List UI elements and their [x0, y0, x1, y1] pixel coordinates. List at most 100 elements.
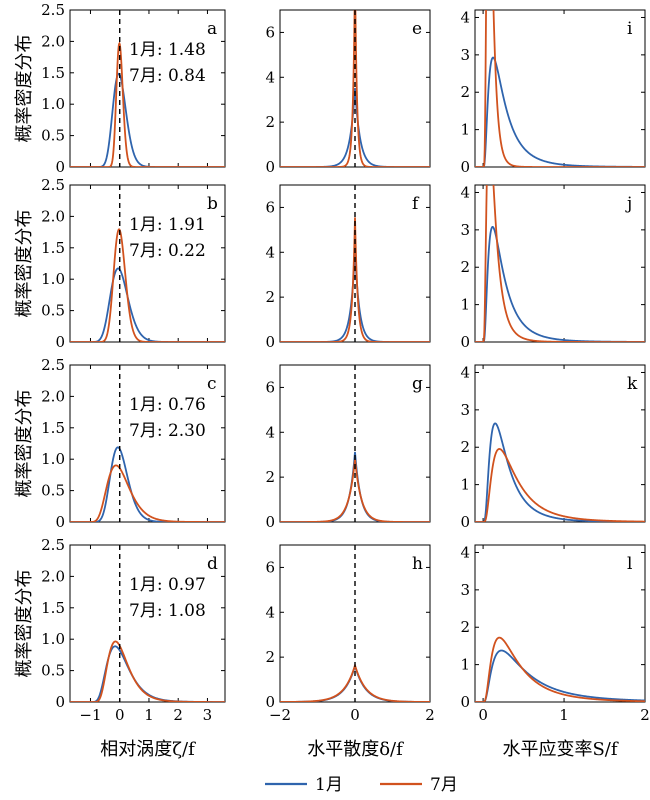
- y-tick-label: 0: [55, 158, 65, 176]
- y-tick-label: 0: [55, 333, 65, 351]
- y-tick-label: 1: [460, 476, 470, 494]
- y-tick-label: 3: [460, 221, 470, 239]
- axes-frame: [69, 364, 226, 523]
- y-tick-label: 2.0: [41, 207, 65, 225]
- annotation: 7月: 0.84: [129, 66, 206, 86]
- y-tick-label: 0: [460, 513, 470, 531]
- y-tick-label: 6: [265, 198, 275, 216]
- y-tick-label: 1.0: [41, 450, 65, 468]
- series-line-jan: [70, 267, 225, 342]
- panel-g: 0 2 4 6 g: [265, 364, 431, 531]
- y-tick-label: 2: [265, 113, 275, 131]
- panel-d: 0 0.5 1.0 1.5 2.0 2.5 −1 0 1 2 3 d1月: 0.97 7月: 1.08: [41, 536, 226, 724]
- y-tick-label: 6: [265, 23, 275, 41]
- axes-frame: [69, 544, 226, 703]
- panel-label: f: [412, 194, 420, 214]
- y-tick-label: 4: [460, 543, 470, 561]
- y-tick-label: 2.5: [41, 356, 65, 374]
- y-tick-label: 2: [460, 83, 470, 101]
- y-tick-label: 2: [265, 648, 275, 666]
- legend-label: 1月: [315, 775, 343, 795]
- legend: 1月 7月: [265, 775, 458, 795]
- y-tick-label: 4: [460, 183, 470, 201]
- series-line-jul: [70, 464, 225, 522]
- panel-label: g: [412, 374, 423, 394]
- y-tick-label: 0: [265, 513, 275, 531]
- panel-f: 0 2 4 6 f: [265, 184, 431, 351]
- series-line-jan: [475, 422, 645, 522]
- series-line-jan: [70, 72, 225, 167]
- panel-j: 0 1 2 3 4 j: [460, 183, 646, 351]
- y-tick-label: 2: [460, 258, 470, 276]
- x-tick-label: 0: [478, 706, 488, 724]
- y-tick-label: 2.0: [41, 387, 65, 405]
- y-tick-label: 2.0: [41, 567, 65, 585]
- y-tick-label: 4: [265, 603, 275, 621]
- axes-frame: [69, 9, 226, 168]
- y-tick-label: 1: [460, 296, 470, 314]
- series-line-jul: [475, 10, 645, 167]
- y-tick-label: 0.5: [41, 662, 65, 680]
- y-tick-label: 0: [265, 693, 275, 711]
- x-tick-label: 2: [425, 706, 435, 724]
- y-tick-label: 4: [265, 68, 275, 86]
- panel-e: 0 2 4 6 e: [265, 9, 431, 176]
- y-axis-label: 概率密度分布: [14, 390, 35, 498]
- x-axis-label: 水平应变率S/f: [502, 739, 618, 760]
- y-tick-label: 2: [265, 468, 275, 486]
- panel-i: 0 1 2 3 4 i: [460, 8, 646, 176]
- panel-label: e: [412, 19, 422, 39]
- x-tick-label: 0: [350, 706, 360, 724]
- axes-frame: [69, 184, 226, 343]
- y-tick-label: 0: [460, 333, 470, 351]
- series-line-jul: [475, 448, 645, 522]
- x-tick-label: 0: [115, 706, 125, 724]
- x-tick-label: 2: [173, 706, 183, 724]
- series-line-jul: [475, 636, 645, 702]
- y-tick-label: 1: [460, 121, 470, 139]
- annotation: 7月: 2.30: [129, 421, 206, 441]
- panel-label: d: [207, 554, 218, 574]
- axes-frame: [279, 364, 431, 523]
- annotation: 7月: 1.08: [129, 601, 206, 621]
- axes-frame: [474, 364, 646, 523]
- y-tick-label: 0.5: [41, 302, 65, 320]
- panel-label: l: [627, 554, 632, 574]
- series-line-jan: [70, 645, 225, 702]
- panel-l: 0 1 2 3 4 0 1 2 l: [460, 543, 649, 724]
- y-tick-label: 3: [460, 581, 470, 599]
- panel-label: a: [207, 19, 217, 39]
- y-tick-label: 0.5: [41, 127, 65, 145]
- series-line-jul: [280, 217, 430, 342]
- y-tick-label: 0: [265, 333, 275, 351]
- annotation: 7月: 0.22: [129, 241, 206, 261]
- y-tick-label: 2: [460, 438, 470, 456]
- panel-label: c: [207, 374, 217, 394]
- x-tick-label: −1: [79, 706, 101, 724]
- series-line-jul: [70, 228, 225, 342]
- y-tick-label: 2: [460, 618, 470, 636]
- panel-k: 0 1 2 3 4 k: [460, 363, 646, 531]
- series-line-jan: [475, 56, 645, 167]
- y-tick-label: 0: [460, 693, 470, 711]
- panel-label: b: [207, 194, 218, 214]
- y-tick-label: 1.0: [41, 95, 65, 113]
- x-tick-label: 1: [559, 706, 569, 724]
- y-tick-label: 0: [55, 693, 65, 711]
- y-tick-label: 1.5: [41, 239, 65, 257]
- y-tick-label: 0.5: [41, 482, 65, 500]
- axes-frame: [474, 544, 646, 703]
- y-tick-label: 1: [460, 656, 470, 674]
- panel-label: k: [627, 374, 638, 394]
- panel-label: i: [627, 19, 633, 39]
- y-tick-label: 6: [265, 558, 275, 576]
- legend-label: 7月: [430, 775, 458, 795]
- annotation: 1月: 1.48: [129, 40, 206, 60]
- axes-frame: [279, 544, 431, 703]
- x-tick-label: 3: [203, 706, 213, 724]
- y-tick-label: 1.0: [41, 630, 65, 648]
- x-axis-label: 水平散度δ/f: [307, 739, 404, 760]
- series-line-jan: [280, 88, 430, 167]
- y-tick-label: 4: [265, 243, 275, 261]
